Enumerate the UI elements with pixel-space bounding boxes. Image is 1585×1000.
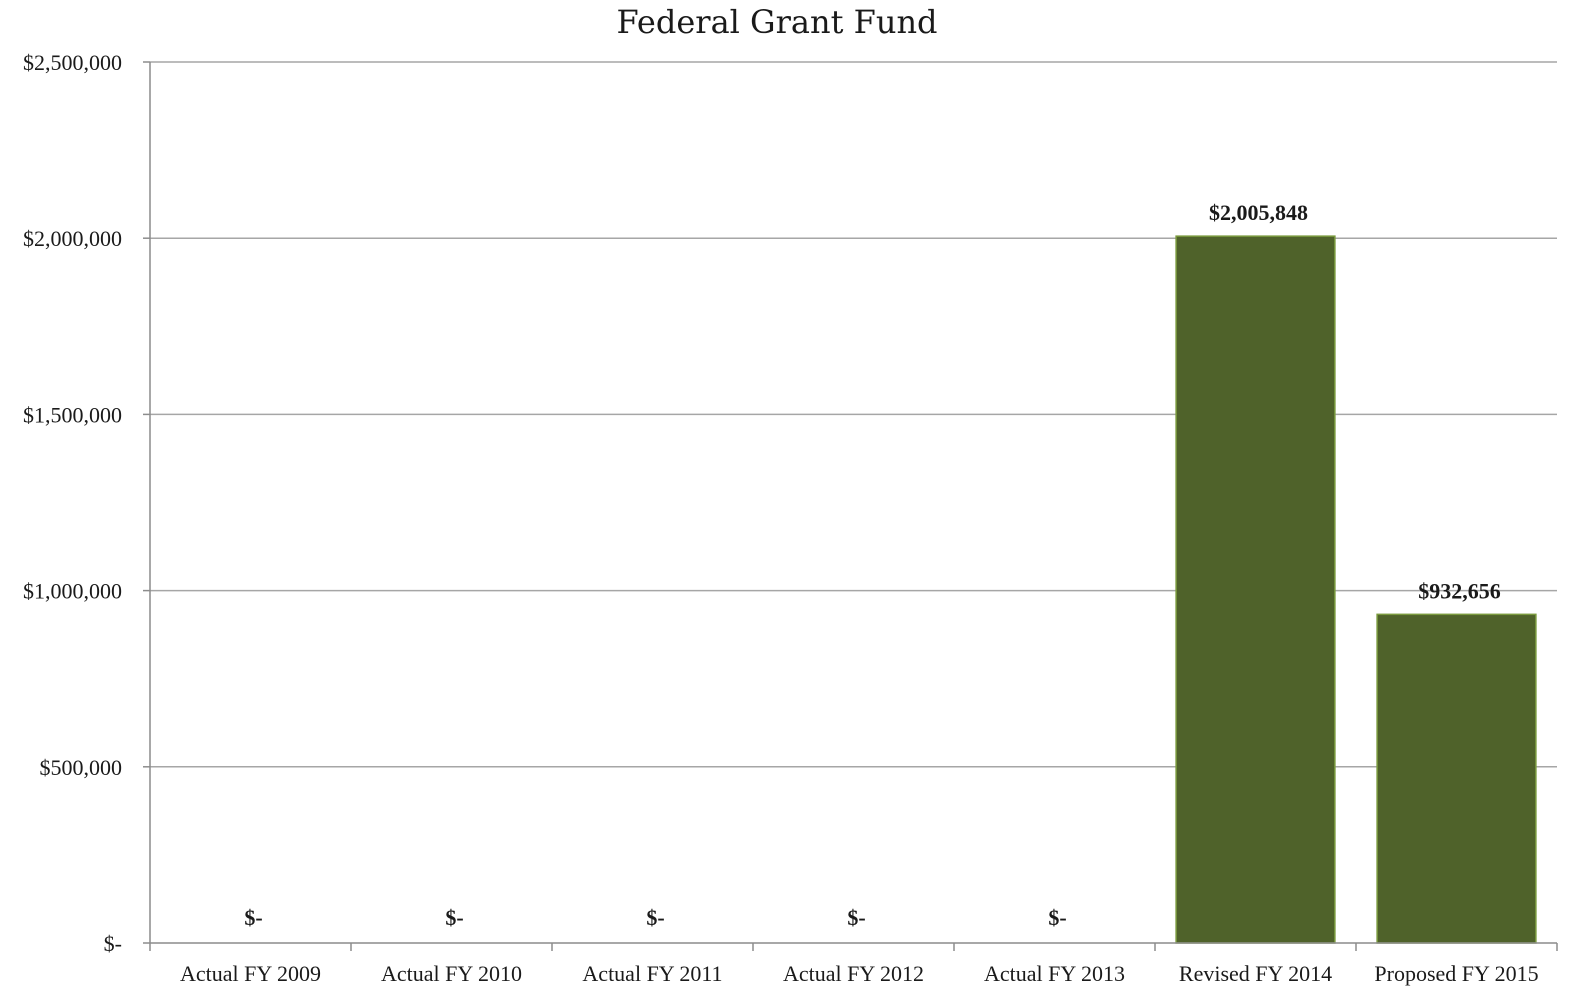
x-tick-label: Actual FY 2012 (783, 961, 924, 986)
data-label: $- (646, 905, 664, 930)
bar (1175, 235, 1336, 944)
data-label: $2,005,848 (1209, 200, 1308, 225)
data-label: $932,656 (1418, 578, 1501, 603)
y-tick-label: $1,500,000 (23, 402, 122, 427)
gridlines (150, 61, 1557, 768)
bar (1376, 613, 1537, 944)
y-tick-label: $- (104, 931, 122, 956)
bars (1175, 235, 1537, 944)
data-labels: $- $- $- $- $- $2,005,848 $932,656 (244, 200, 1500, 930)
y-tick-label: $500,000 (40, 755, 123, 780)
data-label: $- (244, 905, 262, 930)
x-axis-category-labels: Actual FY 2009 Actual FY 2010 Actual FY 20… (180, 961, 1539, 986)
chart-title: Federal Grant Fund (616, 3, 937, 41)
axes (143, 61, 1558, 951)
data-label: $- (1048, 905, 1066, 930)
y-tick-label: $1,000,000 (23, 579, 122, 604)
x-tick-label: Actual FY 2009 (180, 961, 321, 986)
data-label: $- (445, 905, 463, 930)
y-tick-label: $2,500,000 (23, 50, 122, 75)
x-tick-label: Proposed FY 2015 (1374, 961, 1538, 986)
data-label: $- (847, 905, 865, 930)
x-tick-label: Actual FY 2011 (582, 961, 722, 986)
y-tick-label: $2,000,000 (23, 226, 122, 251)
x-tick-label: Actual FY 2013 (984, 961, 1125, 986)
y-axis-tick-labels: $- $500,000 $1,000,000 $1,500,000 $2,000,000… (23, 50, 122, 956)
x-tick-label: Actual FY 2010 (381, 961, 522, 986)
x-tick-label: Revised FY 2014 (1179, 961, 1332, 986)
